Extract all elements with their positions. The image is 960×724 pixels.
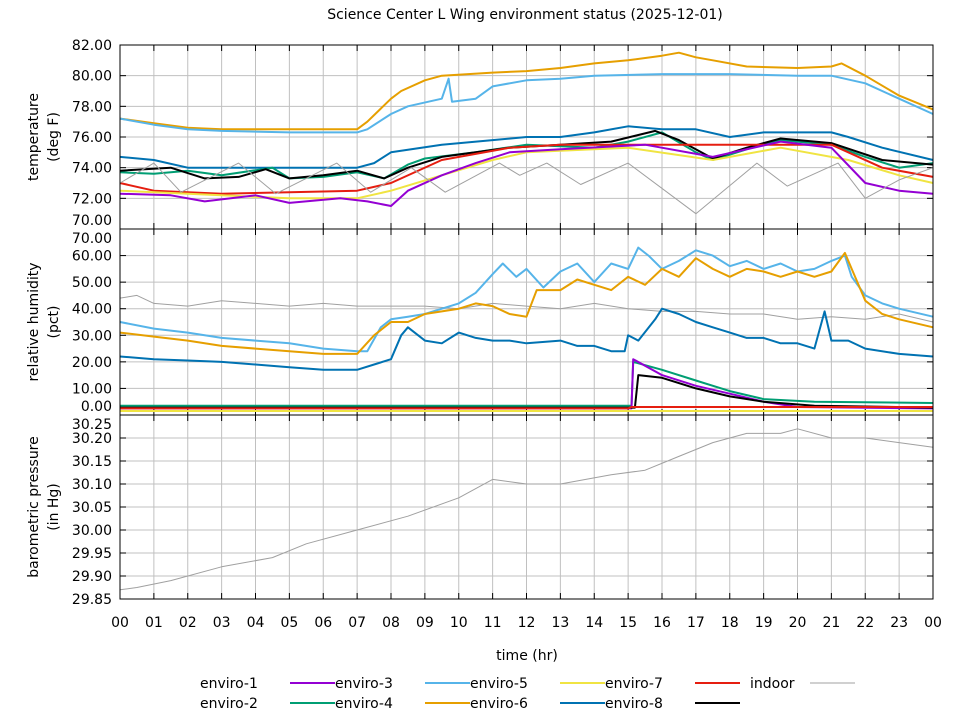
x-tick-label: 16 bbox=[653, 615, 671, 631]
series-line-enviro-1 bbox=[119, 140, 934, 207]
x-tick-label: 07 bbox=[348, 615, 366, 631]
x-tick-label: 23 bbox=[890, 615, 908, 631]
y-tick-label: 30.10 bbox=[72, 477, 112, 493]
x-tick-label: 01 bbox=[145, 615, 163, 631]
y-axis-label: relative humidity bbox=[26, 262, 42, 381]
y-axis-label: (in Hg) bbox=[46, 483, 62, 531]
y-axis-label: temperature bbox=[26, 93, 42, 181]
series-line-enviro-1 bbox=[120, 358, 934, 410]
x-tick-label: 09 bbox=[416, 615, 434, 631]
x-tick-label: 12 bbox=[518, 615, 536, 631]
series-line-enviro-7 bbox=[119, 143, 934, 195]
y-tick-label: 70.00 bbox=[72, 231, 112, 247]
x-tick-label: 20 bbox=[789, 615, 807, 631]
y-tick-label: 29.95 bbox=[72, 546, 112, 562]
y-tick-label: 74.00 bbox=[72, 161, 112, 177]
legend-item-enviro-2: enviro-2 bbox=[200, 696, 335, 712]
y-tick-label: 76.00 bbox=[72, 130, 112, 146]
legend-item-enviro-8: enviro-8 bbox=[605, 696, 740, 712]
y-tick-label: 80.00 bbox=[72, 69, 112, 85]
x-tick-label: 11 bbox=[484, 615, 502, 631]
y-axis-label: (deg F) bbox=[46, 112, 62, 162]
panel-3: 29.85 29.90 29.95 30.00 30.05 30.10 30.15 30.20… bbox=[26, 414, 942, 664]
legend-item-enviro-5: enviro-5 bbox=[470, 676, 605, 692]
y-tick-label: 30.00 bbox=[72, 328, 112, 344]
y-tick-label: 70.00 bbox=[72, 213, 112, 229]
y-tick-label: 60.00 bbox=[72, 249, 112, 265]
x-tick-label: 22 bbox=[856, 615, 874, 631]
legend-item-enviro-4: enviro-4 bbox=[335, 696, 470, 712]
series-line-enviro-3 bbox=[119, 73, 934, 134]
series-line-enviro-4 bbox=[119, 251, 934, 355]
x-tick-label: 10 bbox=[450, 615, 468, 631]
y-tick-label: 30.15 bbox=[72, 454, 112, 470]
y-tick-label: 72.00 bbox=[72, 191, 112, 207]
y-tick-label: 78.00 bbox=[72, 99, 112, 115]
legend-label: enviro-3 bbox=[335, 676, 393, 692]
chart-title: Science Center L Wing environment status… bbox=[327, 7, 723, 23]
y-tick-label: 30.20 bbox=[72, 431, 112, 447]
legend-item-enviro-7: enviro-7 bbox=[605, 676, 740, 692]
legend-label: enviro-1 bbox=[200, 676, 258, 692]
x-tick-label: 15 bbox=[619, 615, 637, 631]
x-tick-label: 06 bbox=[314, 615, 332, 631]
legend-item-enviro-6: enviro-6 bbox=[470, 696, 605, 712]
y-tick-label: 20.00 bbox=[72, 355, 112, 371]
x-tick-label: 00 bbox=[111, 615, 129, 631]
x-tick-label: 14 bbox=[585, 615, 603, 631]
series-line-indoor bbox=[119, 428, 934, 591]
y-tick-label: 30.05 bbox=[72, 500, 112, 516]
series-line-enviro-6 bbox=[119, 307, 934, 371]
legend-label: enviro-5 bbox=[470, 676, 528, 692]
x-tick-label: 04 bbox=[247, 615, 265, 631]
x-tick-label: 19 bbox=[755, 615, 773, 631]
x-tick-label: 03 bbox=[213, 615, 231, 631]
y-axis-label: (pct) bbox=[46, 306, 62, 339]
x-axis-label: time (hr) bbox=[496, 648, 558, 664]
series-line-enviro-6 bbox=[119, 125, 934, 169]
y-tick-label: 30.25 bbox=[72, 417, 112, 433]
y-tick-label: 0.00 bbox=[81, 399, 112, 415]
legend-label: enviro-4 bbox=[335, 696, 393, 712]
series-line-indoor bbox=[119, 294, 934, 323]
x-tick-label: 18 bbox=[721, 615, 739, 631]
panel-1: 70.00 72.00 74.00 76.00 78.00 80.00 82.00 tempe… bbox=[26, 38, 934, 230]
x-tick-label: 21 bbox=[822, 615, 840, 631]
y-tick-label: 30.00 bbox=[72, 523, 112, 539]
legend-label: enviro-2 bbox=[200, 696, 258, 712]
y-tick-label: 50.00 bbox=[72, 275, 112, 291]
legend-item-enviro-1: enviro-1 bbox=[200, 676, 335, 692]
x-tick-label: 05 bbox=[280, 615, 298, 631]
legend-item-enviro-3: enviro-3 bbox=[335, 676, 470, 692]
y-tick-label: 29.85 bbox=[72, 592, 112, 608]
y-tick-label: 82.00 bbox=[72, 38, 112, 54]
legend-label: enviro-6 bbox=[470, 696, 528, 712]
legend-label: enviro-8 bbox=[605, 696, 663, 712]
x-tick-label: 17 bbox=[687, 615, 705, 631]
series-line-indoor bbox=[119, 162, 934, 215]
x-tick-label: 13 bbox=[551, 615, 569, 631]
series-line-enviro-5 bbox=[119, 146, 934, 200]
plot-frame bbox=[119, 414, 934, 600]
series-line-enviro-8 bbox=[120, 374, 934, 409]
legend: enviro-1 enviro-2 enviro-3 enviro-4 enviro-5… bbox=[200, 676, 855, 712]
legend-label: indoor bbox=[750, 676, 795, 692]
y-tick-label: 29.90 bbox=[72, 569, 112, 585]
y-axis-label: barometric pressure bbox=[26, 436, 42, 577]
y-tick-label: 10.00 bbox=[72, 381, 112, 397]
x-tick-label: 02 bbox=[179, 615, 197, 631]
panel-2: 0.00 10.00 20.00 30.00 40.00 50.00 60.00 70.00 r… bbox=[26, 228, 934, 416]
legend-item-indoor: indoor bbox=[750, 676, 855, 692]
series-line-enviro-4 bbox=[119, 51, 934, 131]
y-tick-label: 40.00 bbox=[72, 302, 112, 318]
series-line-enviro-7 bbox=[120, 406, 933, 410]
legend-label: enviro-7 bbox=[605, 676, 663, 692]
x-tick-label: 08 bbox=[382, 615, 400, 631]
x-tick-label: 00 bbox=[924, 615, 942, 631]
